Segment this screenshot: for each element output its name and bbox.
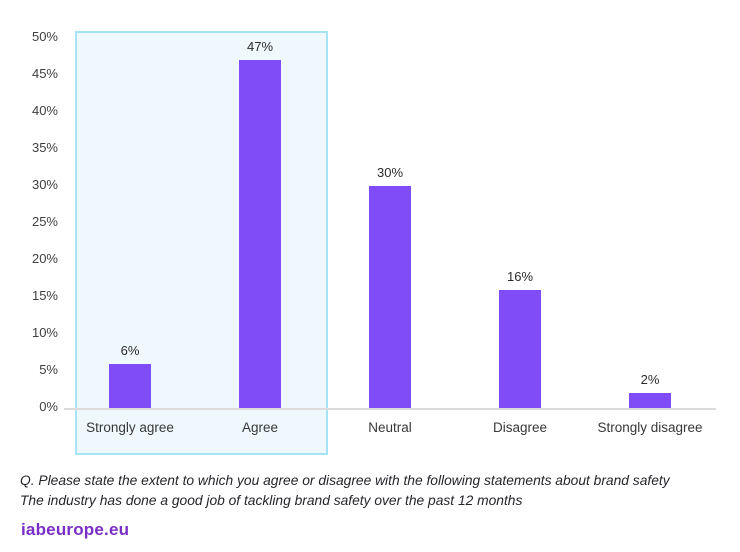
x-axis-label-disagree: Disagree xyxy=(492,420,548,435)
y-axis-tick-label: 25% xyxy=(31,213,58,229)
bar-value-label-strongly-disagree: 2% xyxy=(640,372,660,388)
y-axis-tick-label: 45% xyxy=(31,65,58,81)
y-axis-tick-label: 40% xyxy=(31,102,58,118)
bar-value-label-strongly-agree: 6% xyxy=(120,342,140,358)
x-axis-line xyxy=(64,408,716,410)
y-axis-tick-label: 5% xyxy=(39,361,58,377)
y-axis-tick-label: 30% xyxy=(31,176,58,192)
x-axis-label-strongly-disagree: Strongly disagree xyxy=(597,420,703,435)
y-axis-tick-label: 0% xyxy=(39,398,58,414)
footnote-question: Q. Please state the extent to which you … xyxy=(20,473,670,488)
y-axis-tick-label: 20% xyxy=(31,250,58,266)
bar-disagree xyxy=(499,289,541,408)
bar-value-label-disagree: 16% xyxy=(506,268,534,284)
bar-agree xyxy=(239,60,281,408)
bar-value-label-agree: 47% xyxy=(246,39,274,55)
iabeurope-logo: iabeurope.eu xyxy=(21,520,130,539)
y-axis-tick-label: 50% xyxy=(31,28,58,44)
y-axis-tick-label: 10% xyxy=(31,324,58,340)
bar-strongly-agree xyxy=(109,363,151,408)
x-axis-label-strongly-agree: Strongly agree xyxy=(86,420,174,435)
x-axis-label-neutral: Neutral xyxy=(368,420,412,435)
bar-strongly-disagree xyxy=(629,393,671,408)
footnote-statement: The industry has done a good job of tack… xyxy=(20,492,523,508)
y-axis-tick-label: 35% xyxy=(31,139,58,155)
footnote: Q. Please state the extent to which you … xyxy=(20,471,730,510)
y-axis-tick-label: 15% xyxy=(31,287,58,303)
bar-chart: 0% 5% 10% 15% 20% 25% 30% 35% 40% 45% 50% 6% Strongl… xyxy=(31,28,716,455)
x-axis-label-agree: Agree xyxy=(241,420,279,435)
bar-value-label-neutral: 30% xyxy=(376,165,404,180)
bar-neutral xyxy=(369,186,411,408)
